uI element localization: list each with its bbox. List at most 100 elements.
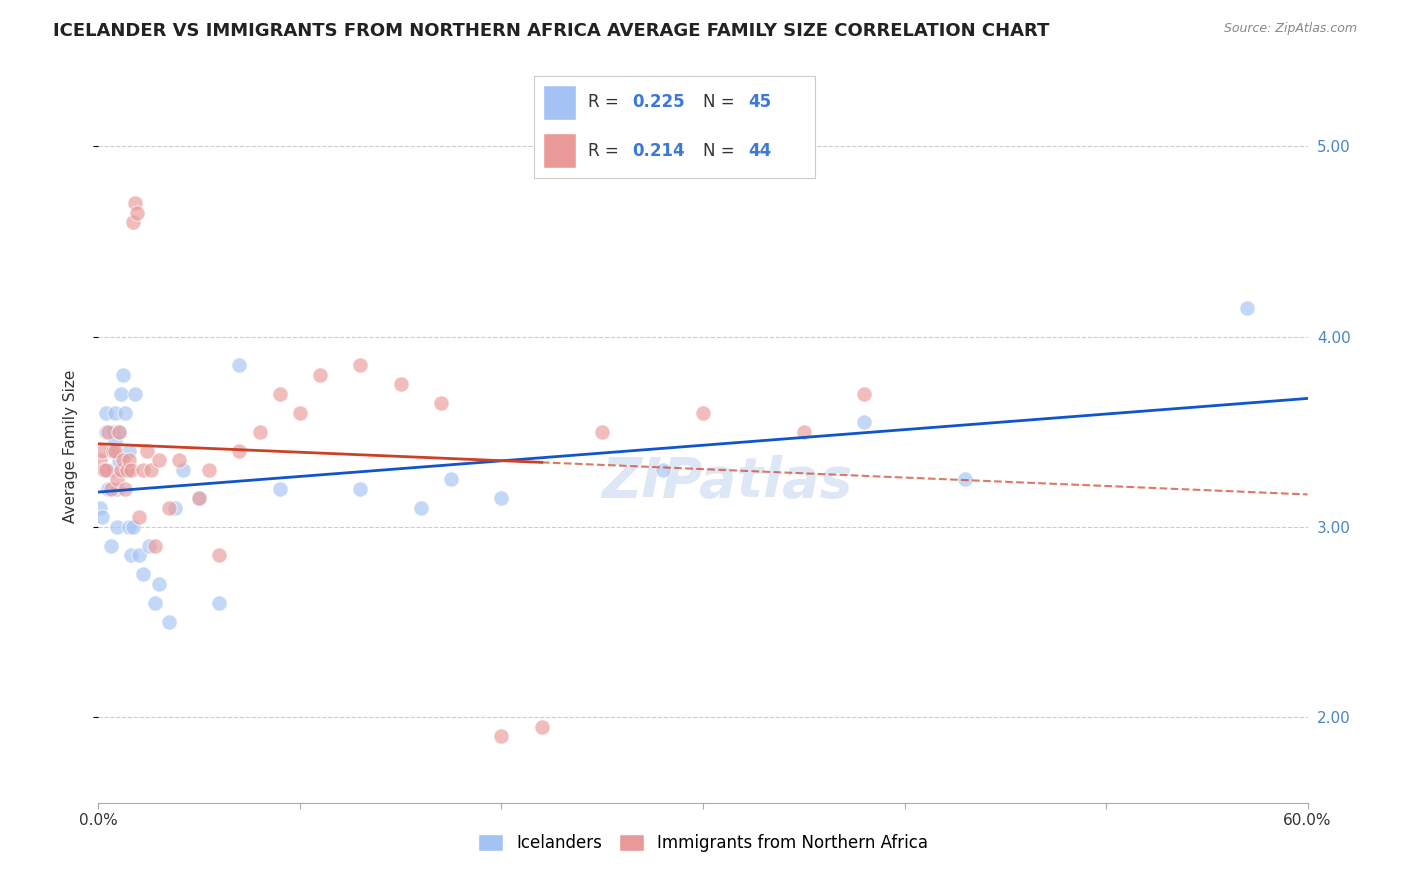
Point xyxy=(138,539,160,553)
Point xyxy=(651,463,673,477)
Point xyxy=(93,463,115,477)
Point xyxy=(115,463,138,477)
Point xyxy=(110,463,132,477)
Point xyxy=(188,491,211,506)
Point xyxy=(111,368,134,382)
Point xyxy=(103,406,125,420)
FancyBboxPatch shape xyxy=(543,85,576,120)
Point xyxy=(198,463,221,477)
Point xyxy=(124,386,146,401)
Point xyxy=(692,406,714,420)
Point xyxy=(163,500,186,515)
Point xyxy=(349,358,371,372)
Point xyxy=(105,482,128,496)
Point xyxy=(853,386,876,401)
Point xyxy=(228,358,250,372)
Point xyxy=(208,596,231,610)
Point xyxy=(288,406,311,420)
Point xyxy=(132,567,155,582)
Point xyxy=(124,196,146,211)
Point xyxy=(101,425,124,439)
Text: Source: ZipAtlas.com: Source: ZipAtlas.com xyxy=(1223,22,1357,36)
Text: 0.214: 0.214 xyxy=(633,142,685,160)
Point xyxy=(121,520,143,534)
Point xyxy=(309,368,332,382)
Point xyxy=(793,425,815,439)
Point xyxy=(96,463,118,477)
Point xyxy=(148,453,170,467)
Text: N =: N = xyxy=(703,94,740,112)
Point xyxy=(349,482,371,496)
Point xyxy=(114,482,136,496)
Text: ICELANDER VS IMMIGRANTS FROM NORTHERN AFRICA AVERAGE FAMILY SIZE CORRELATION CHA: ICELANDER VS IMMIGRANTS FROM NORTHERN AF… xyxy=(53,22,1050,40)
FancyBboxPatch shape xyxy=(543,133,576,168)
Point xyxy=(269,482,291,496)
Point xyxy=(96,406,118,420)
Point xyxy=(97,425,120,439)
Point xyxy=(188,491,211,506)
Point xyxy=(100,539,122,553)
Point xyxy=(269,386,291,401)
Point xyxy=(953,472,976,486)
Point xyxy=(101,463,124,477)
Y-axis label: Average Family Size: Average Family Size xyxy=(63,369,77,523)
Point xyxy=(103,434,125,449)
Point xyxy=(91,443,114,458)
Point xyxy=(125,206,148,220)
Point xyxy=(530,720,553,734)
Point xyxy=(409,500,432,515)
Legend: Icelanders, Immigrants from Northern Africa: Icelanders, Immigrants from Northern Afr… xyxy=(471,827,935,859)
Point xyxy=(118,520,141,534)
Point xyxy=(107,425,129,439)
Point xyxy=(135,443,157,458)
Point xyxy=(100,482,122,496)
Point xyxy=(121,215,143,229)
Point xyxy=(114,406,136,420)
Text: 44: 44 xyxy=(748,142,772,160)
Point xyxy=(120,463,142,477)
Point xyxy=(120,549,142,563)
Point xyxy=(167,453,190,467)
Point xyxy=(107,425,129,439)
Text: 0.225: 0.225 xyxy=(633,94,685,112)
Point xyxy=(1236,301,1258,315)
Point xyxy=(96,425,118,439)
Point xyxy=(128,549,150,563)
Point xyxy=(101,443,124,458)
Point xyxy=(107,453,129,467)
Text: R =: R = xyxy=(588,142,624,160)
Point xyxy=(440,472,463,486)
Point xyxy=(128,510,150,524)
Point xyxy=(139,463,162,477)
Point xyxy=(491,729,513,743)
Point xyxy=(132,463,155,477)
Point xyxy=(89,500,111,515)
Text: N =: N = xyxy=(703,142,740,160)
Point xyxy=(103,443,125,458)
Text: ZIPatlas: ZIPatlas xyxy=(602,455,853,508)
Point xyxy=(105,472,128,486)
Point xyxy=(89,453,111,467)
Point xyxy=(591,425,613,439)
Point xyxy=(93,463,115,477)
Point xyxy=(148,577,170,591)
Point xyxy=(115,463,138,477)
Point xyxy=(228,443,250,458)
Point xyxy=(118,453,141,467)
Point xyxy=(91,510,114,524)
Point xyxy=(208,549,231,563)
Point xyxy=(110,386,132,401)
Text: 45: 45 xyxy=(748,94,770,112)
Point xyxy=(100,443,122,458)
Point xyxy=(157,615,180,629)
Point xyxy=(118,443,141,458)
Point xyxy=(143,539,166,553)
Point xyxy=(111,453,134,467)
Point xyxy=(853,415,876,429)
Point xyxy=(105,520,128,534)
Point xyxy=(97,482,120,496)
Point xyxy=(430,396,453,410)
Text: R =: R = xyxy=(588,94,624,112)
Point xyxy=(389,377,412,392)
Point xyxy=(491,491,513,506)
